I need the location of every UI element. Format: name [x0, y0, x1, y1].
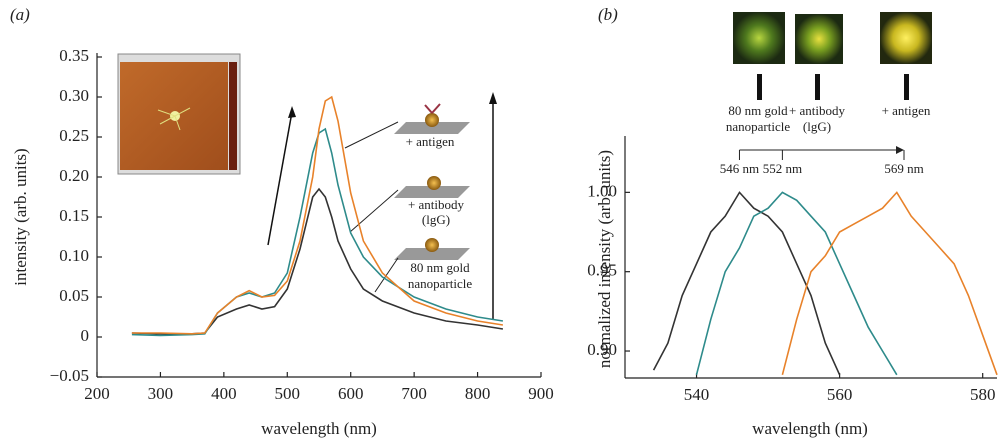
y-tick-label: 0.30: [59, 86, 89, 105]
y-tick-label: 0.90: [587, 340, 617, 359]
data-line: [695, 191, 898, 376]
annotation: + antigen: [406, 134, 455, 149]
data-line: [652, 191, 841, 376]
x-tick-label: 540: [684, 385, 710, 404]
annotation: nanoparticle: [726, 119, 790, 134]
x-tick-label: 500: [275, 384, 301, 403]
x-tick-label: 400: [211, 384, 237, 403]
afm-inset: [117, 53, 241, 175]
y-tick-label: 0.95: [587, 261, 617, 280]
peak-label: 546 nm: [720, 161, 759, 176]
y-tick-label: 0.25: [59, 126, 89, 145]
x-tick-label: 800: [465, 384, 491, 403]
annotation: nanoparticle: [408, 276, 472, 291]
annotation: + antibody: [408, 197, 465, 212]
x-tick-label: 300: [148, 384, 174, 403]
x-tick-label: 560: [827, 385, 853, 404]
x-axis-title: wavelength (nm): [261, 419, 377, 438]
y-axis-title: intensity (arb. units): [11, 148, 30, 285]
annotation: + antibody: [789, 103, 846, 118]
y-tick-label: 0.20: [59, 166, 89, 185]
x-tick-label: 900: [528, 384, 554, 403]
peak-label: 552 nm: [763, 161, 802, 176]
x-tick-label: 700: [401, 384, 427, 403]
particle-images: [733, 12, 932, 100]
y-tick-label: 0: [81, 326, 90, 345]
annotation: + antigen: [882, 103, 931, 118]
y-tick-label: 1.00: [587, 181, 617, 200]
annotation: 80 nm gold: [410, 260, 470, 275]
data-line: [131, 187, 504, 335]
panel-label: (a): [10, 5, 30, 24]
annotation: (lgG): [803, 119, 831, 134]
particle-glyphs: [267, 92, 497, 320]
data-line: [131, 95, 504, 335]
x-tick-label: 200: [84, 384, 110, 403]
annotation: 80 nm gold: [728, 103, 788, 118]
y-tick-label: 0.15: [59, 206, 89, 225]
annotation: (lgG): [422, 212, 450, 227]
arrow-head: [896, 146, 904, 154]
x-tick-label: 600: [338, 384, 364, 403]
peak-label: 569 nm: [884, 161, 923, 176]
x-tick-label: 580: [970, 385, 996, 404]
y-tick-label: 0.10: [59, 246, 89, 265]
data-line: [781, 191, 998, 376]
y-tick-label: −0.05: [50, 366, 89, 385]
x-axis-title: wavelength (nm): [752, 419, 868, 438]
panel-label: (b): [598, 5, 618, 24]
y-axis-title: normalized intensity (arb. units): [595, 150, 614, 368]
y-tick-label: 0.35: [59, 46, 89, 65]
y-tick-label: 0.05: [59, 286, 89, 305]
